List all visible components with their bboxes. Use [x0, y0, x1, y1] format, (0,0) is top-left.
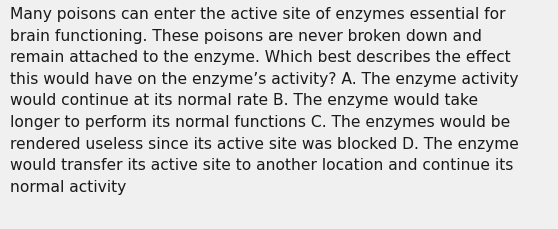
Text: Many poisons can enter the active site of enzymes essential for
brain functionin: Many poisons can enter the active site o…	[10, 7, 519, 194]
